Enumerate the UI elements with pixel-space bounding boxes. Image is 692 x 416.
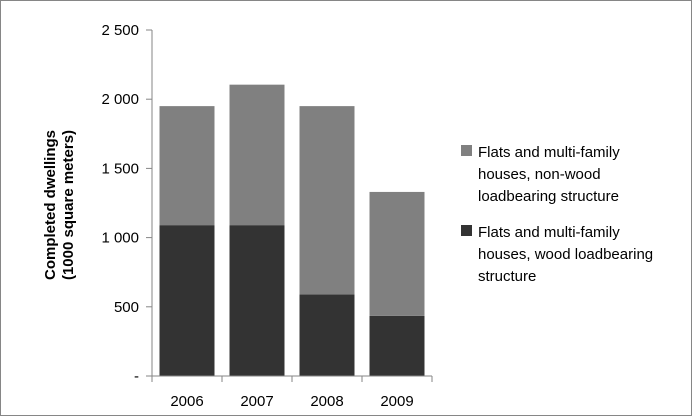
y-tick-label: 1 500 [101, 160, 139, 177]
x-tick-label: 2007 [240, 393, 273, 410]
bar-2006-series-1 [159, 225, 215, 376]
y-tick-label: 2 500 [101, 22, 139, 39]
legend-label-line: loadbearing structure [478, 188, 619, 205]
legend-label-line: Flats and multi-family [478, 224, 620, 241]
bar-2007-series-1 [229, 225, 285, 376]
y-tick-label: 2 000 [101, 91, 139, 108]
bar-2008-series-1 [299, 294, 355, 376]
y-axis-title-line: Completed dwellings [42, 130, 59, 280]
x-tick-label: 2009 [380, 393, 413, 410]
legend-swatch [461, 225, 472, 236]
y-tick-label: 500 [114, 299, 139, 316]
y-tick-label: - [134, 368, 139, 385]
y-axis-title-line: (1000 square meters) [60, 130, 77, 280]
legend-label-line: structure [478, 268, 536, 285]
legend-label-line: Flats and multi-family [478, 144, 620, 161]
y-tick-label: 1 000 [101, 230, 139, 247]
bar-2009-series-1 [369, 315, 425, 376]
x-tick-label: 2008 [310, 393, 343, 410]
x-tick-label: 2006 [170, 393, 203, 410]
legend-label-line: houses, non-wood [478, 166, 601, 183]
bar-2009-series-2 [369, 191, 425, 316]
legend-label-line: houses, wood loadbearing [478, 246, 653, 263]
legend-swatch [461, 145, 472, 156]
bar-2006-series-2 [159, 106, 215, 226]
bar-2008-series-2 [299, 106, 355, 295]
bar-2007-series-2 [229, 84, 285, 226]
